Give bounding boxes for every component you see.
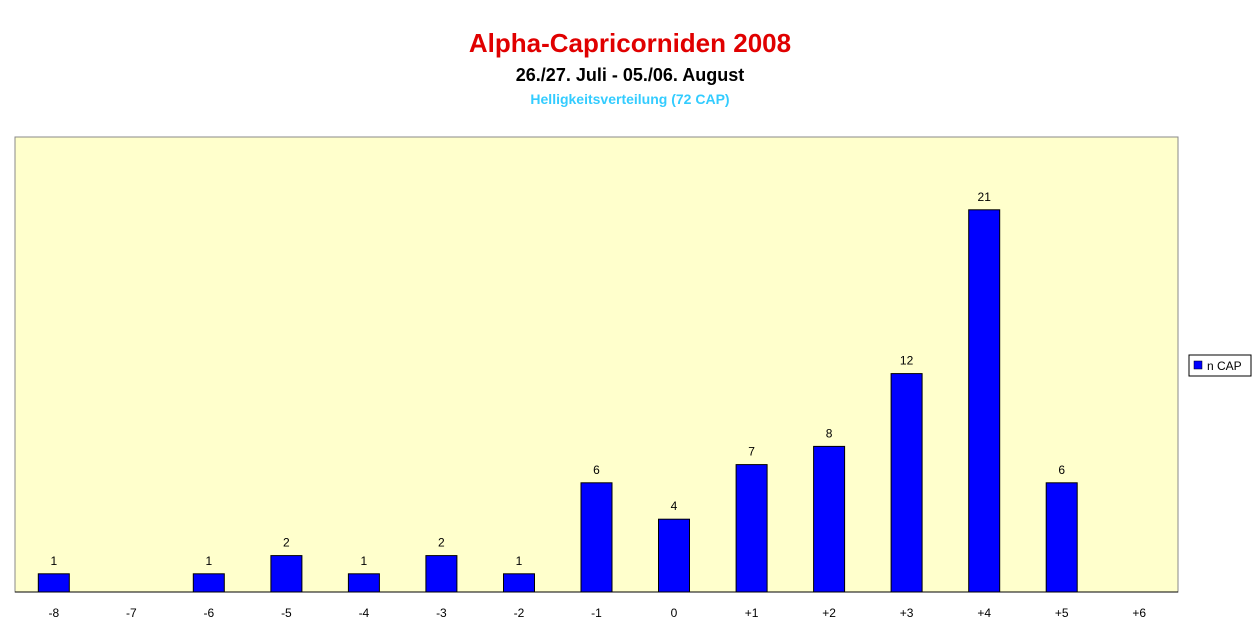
chart-subtitle: 26./27. Juli - 05./06. August [516,65,744,85]
bar [1045,482,1078,593]
x-tick-label: +5 [1055,606,1069,620]
bar [658,518,690,593]
data-label: 1 [361,554,368,568]
data-label: 2 [438,536,445,550]
x-tick-label: -1 [591,606,602,620]
bar [503,573,535,593]
x-tick-label: 0 [671,606,678,620]
bar [347,573,380,593]
data-label: 1 [516,554,523,568]
bar [270,555,303,593]
bar [192,573,225,593]
bars-group [37,209,1078,593]
data-label: 12 [900,354,914,368]
data-label: 6 [593,463,600,477]
x-tick-label: -8 [48,606,59,620]
legend-label: n CAP [1207,359,1242,373]
x-tick-label: -3 [436,606,447,620]
x-tick-label: +6 [1132,606,1146,620]
bar [735,464,768,593]
data-label: 7 [748,445,755,459]
chart-title: Alpha-Capricorniden 2008 [469,28,791,58]
x-tick-label: +1 [745,606,759,620]
data-label: 8 [826,426,833,440]
x-tick-label: +2 [822,606,836,620]
data-label: 1 [205,554,212,568]
bar [890,373,923,593]
legend-box [1188,354,1252,377]
legend: n CAP [1188,354,1252,377]
bar [968,209,1001,593]
bar [37,573,70,593]
x-tick-label: -7 [126,606,137,620]
x-tick-label: -2 [514,606,525,620]
data-label: 4 [671,499,678,513]
data-label: 1 [50,554,57,568]
x-tick-label: +4 [977,606,991,620]
bar [580,482,613,593]
chart-subsubtitle: Helligkeitsverteilung (72 CAP) [530,91,729,107]
bar [425,555,458,593]
data-label: 21 [978,190,992,204]
x-tick-label: +3 [900,606,914,620]
legend-swatch [1193,360,1203,370]
x-tick-label: -4 [359,606,370,620]
data-label: 2 [283,536,290,550]
bar [813,445,846,593]
x-tick-labels-group: -8 -7 -6 -5 -4 -3 -2 -1 0 +1 +2 +3 +4 +5 +6 [48,606,1146,620]
data-label: 6 [1058,463,1065,477]
x-tick-label: -6 [203,606,214,620]
x-tick-label: -5 [281,606,292,620]
